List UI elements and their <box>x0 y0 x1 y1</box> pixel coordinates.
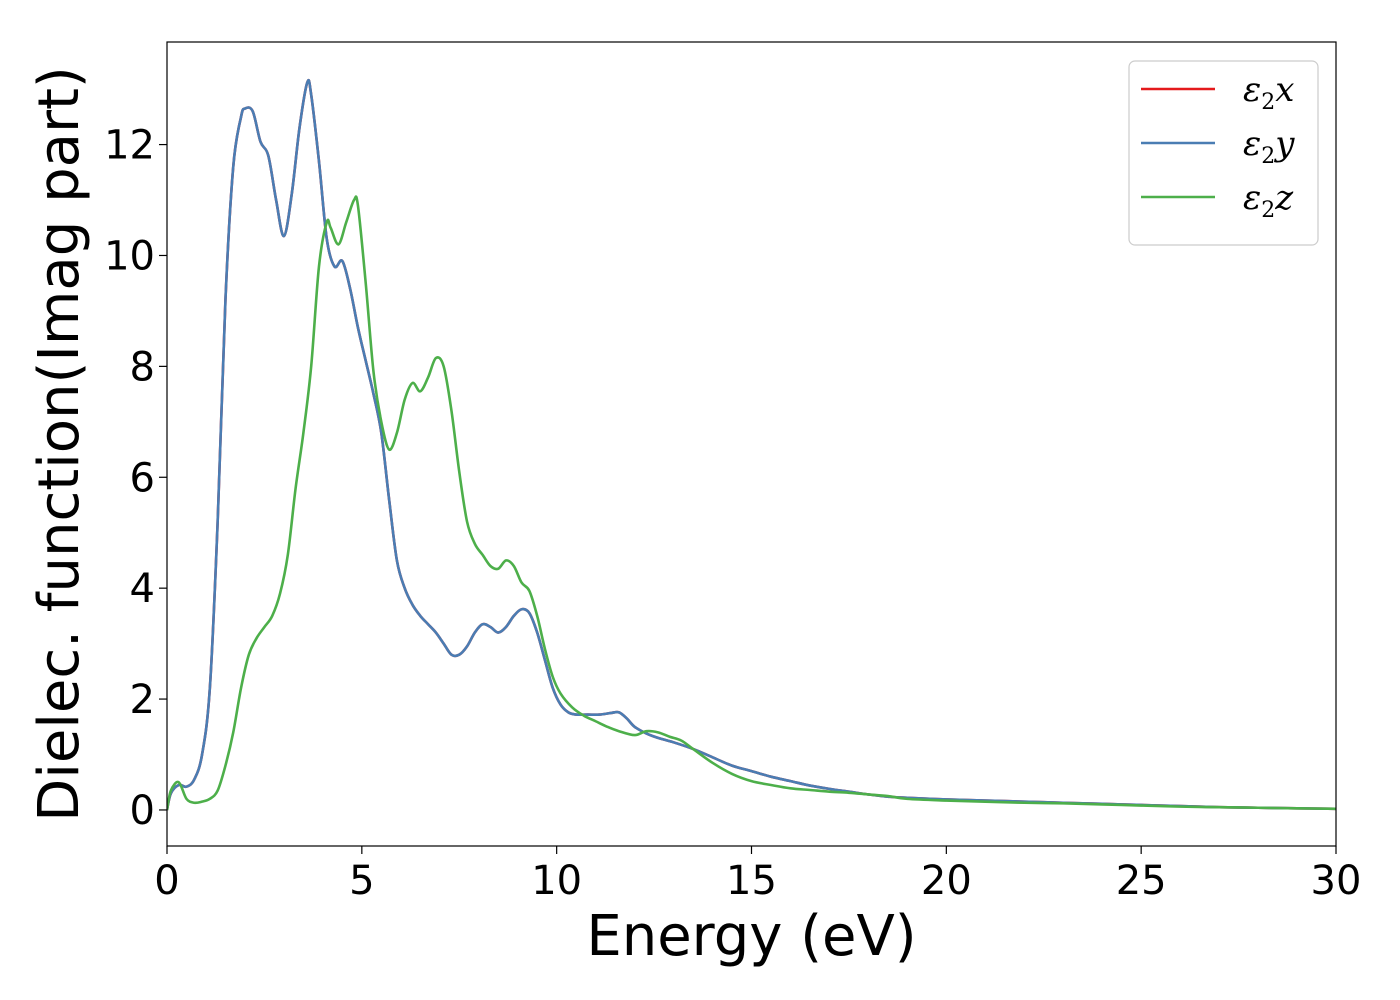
x-axis: 0 5 10 15 20 25 30 <box>154 846 1361 904</box>
x-axis-label: Energy (eV) <box>586 904 916 969</box>
x-tick-label: 15 <box>726 858 777 904</box>
series-line-z <box>167 195 1336 811</box>
y-tick-label: 4 <box>130 566 155 612</box>
x-tick-label: 0 <box>154 858 179 904</box>
legend-label-x: ε2x <box>1243 70 1294 115</box>
y-axis-label: Dielec. function(Imag part) <box>27 66 92 822</box>
y-tick-label: 8 <box>130 344 155 390</box>
legend-box <box>1128 60 1319 246</box>
x-tick-label: 5 <box>349 858 374 904</box>
y-axis: 0 2 4 6 8 10 12 <box>104 123 167 834</box>
y-tick-label: 2 <box>130 677 155 723</box>
x-tick-label: 20 <box>921 858 972 904</box>
legend-label-y: ε2y <box>1243 124 1295 169</box>
series-layer <box>167 78 1336 811</box>
y-tick-label: 10 <box>104 233 155 279</box>
x-tick-label: 10 <box>531 858 582 904</box>
x-tick-label: 25 <box>1116 858 1167 904</box>
x-tick-label: 30 <box>1311 858 1362 904</box>
legend: ε2x ε2y ε2z <box>1128 60 1319 246</box>
series-line-y <box>167 78 1336 811</box>
y-tick-label: 0 <box>130 788 155 834</box>
y-tick-label: 6 <box>130 455 155 501</box>
y-tick-label: 12 <box>104 123 155 169</box>
legend-label-z: ε2z <box>1243 178 1294 223</box>
